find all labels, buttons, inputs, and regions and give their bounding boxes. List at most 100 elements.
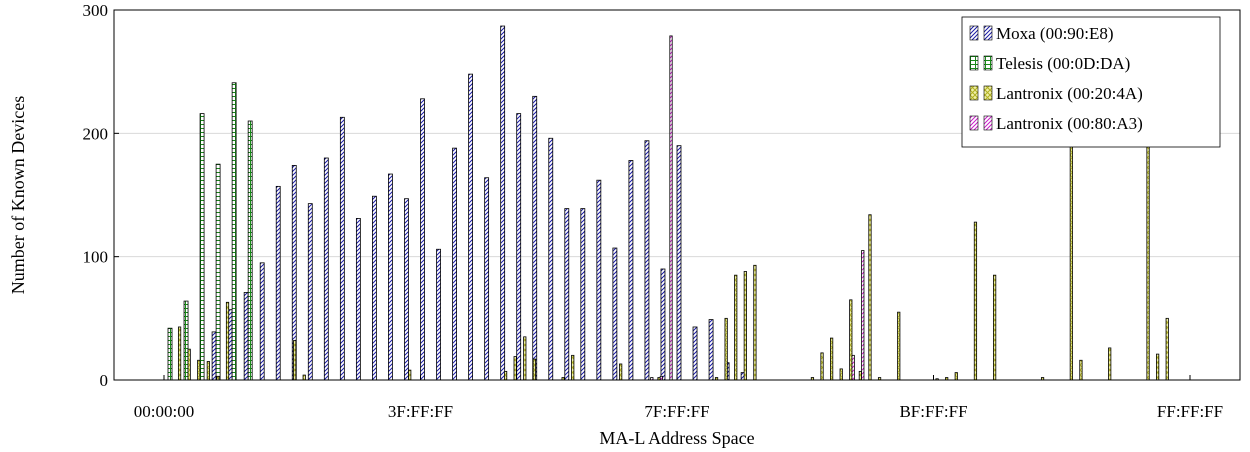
legend-swatch [969, 85, 979, 101]
y-tick-label: 100 [83, 248, 109, 267]
bar [484, 177, 490, 381]
bar [323, 157, 329, 381]
bar [436, 248, 441, 381]
bar [372, 195, 377, 381]
x-axis: 00:00:00 3F:FF:FF 7F:FF:FF BF:FF:FF FF:FF:FF [134, 375, 1223, 421]
x-tick-label: 3F:FF:FF [388, 402, 453, 421]
legend-label: Telesis (00:0D:DA) [996, 54, 1130, 73]
legend-box [961, 16, 1221, 148]
bar [532, 358, 536, 381]
bar [619, 363, 623, 381]
bar [307, 203, 313, 381]
bar [177, 326, 182, 381]
legend-swatch [983, 25, 993, 41]
bar [500, 25, 506, 381]
bar [868, 214, 872, 381]
bar [676, 145, 682, 381]
bar [743, 271, 747, 381]
x-tick-label: 7F:FF:FF [644, 402, 709, 421]
bar [231, 82, 237, 381]
bar [355, 218, 361, 381]
x-tick-label: BF:FF:FF [899, 402, 967, 421]
bar [1108, 347, 1112, 381]
bar [532, 95, 538, 381]
bar [206, 361, 210, 381]
bar [548, 137, 554, 381]
bar [628, 160, 634, 381]
bar [973, 221, 978, 381]
bar [452, 147, 457, 381]
bar [247, 120, 253, 381]
bar [830, 337, 834, 381]
bar [724, 317, 728, 381]
y-tick-label: 0 [100, 371, 109, 390]
legend-swatch [969, 55, 979, 71]
bar [1156, 353, 1160, 381]
bar [504, 370, 508, 381]
bar [216, 375, 220, 381]
bar [275, 185, 281, 381]
bar [187, 348, 191, 381]
y-tick-label: 200 [83, 124, 109, 143]
bar [571, 354, 575, 381]
bar [753, 264, 757, 381]
y-axis-label: Number of Known Devices [8, 96, 28, 294]
bar [243, 292, 249, 381]
legend-label: Moxa (00:90:E8) [996, 24, 1114, 43]
bar [596, 179, 602, 381]
legend-swatch [983, 55, 993, 71]
bar [215, 163, 221, 381]
bar [708, 319, 714, 381]
bar [1069, 145, 1073, 381]
bar [513, 356, 517, 381]
bar [167, 327, 173, 381]
bar [259, 262, 265, 381]
bar [1146, 135, 1150, 381]
legend-swatch [983, 85, 993, 101]
bar [293, 340, 297, 381]
bar [183, 300, 189, 381]
bar [954, 372, 958, 381]
bar [820, 352, 824, 381]
bar [420, 98, 425, 381]
bar [669, 35, 673, 381]
bar [302, 374, 306, 381]
x-tick-label: FF:FF:FF [1157, 402, 1223, 421]
bar [211, 331, 217, 381]
bar [523, 336, 527, 381]
y-axis: 0 100 200 300 [83, 1, 119, 390]
bar [659, 375, 664, 381]
legend: Moxa (00:90:E8) Telesis (00:0D:DA) Lantron… [961, 16, 1221, 148]
bar [612, 247, 618, 381]
bar [734, 274, 738, 381]
bar [839, 368, 843, 381]
bar [993, 274, 997, 381]
bar [404, 198, 409, 381]
bar [388, 173, 393, 381]
x-tick-label: 00:00:00 [134, 402, 194, 421]
bar [197, 359, 201, 381]
legend-swatch [969, 25, 979, 41]
bar [516, 113, 522, 381]
x-axis-label: MA-L Address Space [599, 428, 754, 448]
bar [861, 250, 865, 381]
bar [199, 113, 205, 381]
bar [1079, 359, 1083, 381]
bar [1165, 317, 1169, 381]
legend-label: Lantronix (00:20:4A) [996, 84, 1143, 103]
y-tick-label: 300 [83, 1, 109, 20]
bar [851, 354, 855, 381]
legend-label: Lantronix (00:80:A3) [996, 114, 1143, 133]
bar [644, 140, 650, 381]
bar [897, 311, 901, 381]
bar [408, 369, 412, 381]
bar [692, 326, 698, 381]
bar [225, 301, 230, 381]
bar [564, 208, 570, 381]
bar [339, 116, 345, 381]
bar [580, 208, 586, 381]
bar [660, 268, 666, 381]
legend-swatch [983, 115, 993, 131]
bar [468, 73, 474, 381]
